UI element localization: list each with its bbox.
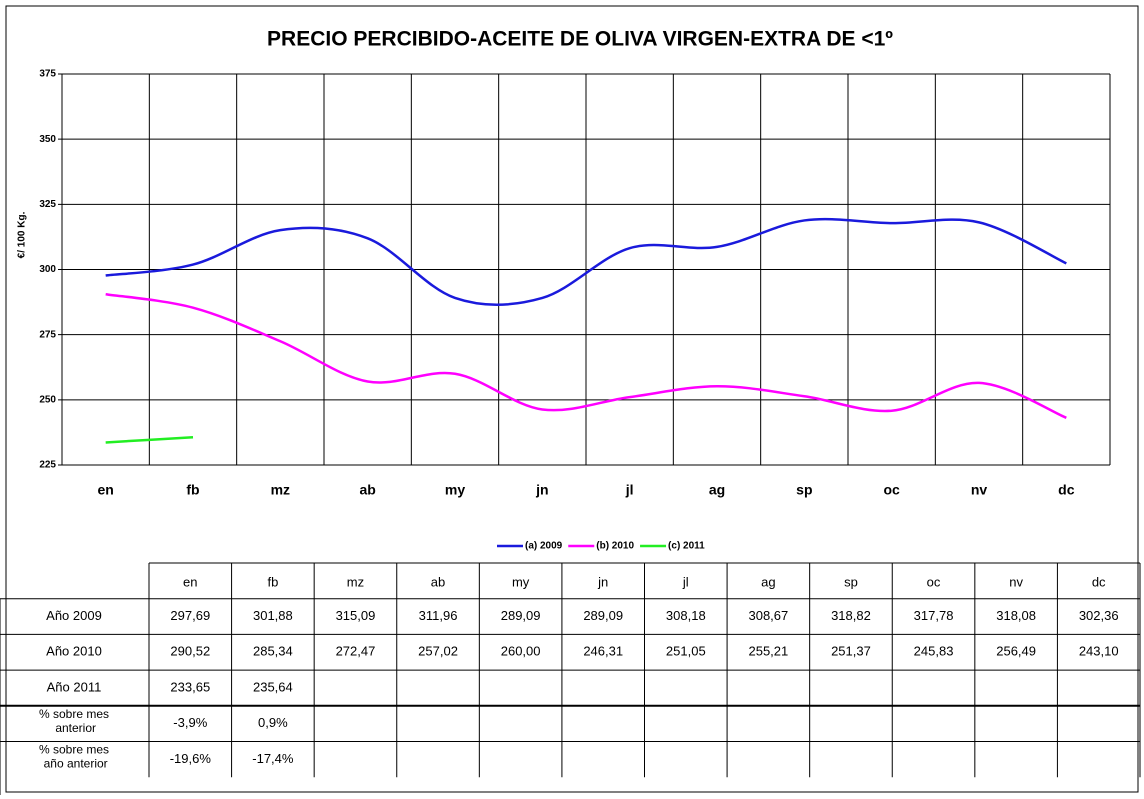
table-cell: -19,6% — [170, 751, 212, 766]
y-axis-label: €/ 100 Kg. — [17, 211, 28, 258]
table-cell: 297,69 — [170, 608, 210, 623]
table-cell: 318,08 — [996, 608, 1036, 623]
table-row-label: Año 2010 — [46, 644, 102, 659]
table-cell: 256,49 — [996, 644, 1036, 659]
table-cell: 285,34 — [253, 644, 293, 659]
table-header: my — [512, 574, 530, 589]
x-tick-label: jn — [535, 482, 548, 498]
table-header: sp — [844, 574, 858, 589]
legend-label: (b) 2010 — [596, 541, 634, 552]
y-tick-label: 250 — [39, 394, 56, 405]
table-row-label: Año 2011 — [47, 679, 102, 694]
series-line — [105, 217, 1067, 307]
table-cell: 290,52 — [170, 644, 210, 659]
table-cell: 272,47 — [336, 644, 376, 659]
table-cell: 302,36 — [1079, 608, 1119, 623]
y-tick-label: 300 — [39, 264, 56, 275]
table-cell: 245,83 — [914, 644, 954, 659]
table-header: mz — [347, 574, 364, 589]
table-cell: 308,18 — [666, 608, 706, 623]
chart-title: PRECIO PERCIBIDO-ACEITE DE OLIVA VIRGEN-… — [267, 28, 893, 51]
legend-label: (c) 2011 — [668, 541, 705, 552]
series-line — [105, 292, 1067, 419]
table-header: ag — [761, 574, 775, 589]
table-header: oc — [927, 574, 941, 589]
x-tick-label: nv — [971, 482, 988, 498]
y-tick-label: 325 — [39, 199, 56, 210]
table-cell: 318,82 — [831, 608, 871, 623]
x-tick-label: fb — [186, 482, 199, 498]
x-tick-label: jl — [625, 482, 634, 498]
y-tick-label: 275 — [39, 329, 56, 340]
table-header: fb — [267, 574, 278, 589]
table-cell: 0,9% — [258, 715, 288, 730]
table-header: en — [183, 574, 197, 589]
table-cell: 251,37 — [831, 644, 871, 659]
table-cell: 243,10 — [1079, 644, 1119, 659]
table-cell: 235,64 — [253, 679, 293, 694]
x-tick-label: en — [97, 482, 113, 498]
x-tick-label: mz — [271, 482, 290, 498]
table-cell: 260,00 — [501, 644, 541, 659]
y-tick-label: 350 — [39, 134, 56, 145]
table-row-label: Año 2009 — [46, 608, 102, 623]
table-cell: -3,9% — [173, 715, 207, 730]
table-header: dc — [1092, 574, 1106, 589]
table-cell: -17,4% — [252, 751, 294, 766]
table-cell: 233,65 — [170, 679, 210, 694]
table-cell: 251,05 — [666, 644, 706, 659]
table-cell: 255,21 — [748, 644, 788, 659]
table-header: jl — [682, 574, 689, 589]
table-cell: 301,88 — [253, 608, 293, 623]
y-tick-label: 375 — [39, 69, 56, 80]
x-tick-label: sp — [796, 482, 812, 498]
y-tick-label: 225 — [39, 460, 56, 471]
table-cell: 257,02 — [418, 644, 458, 659]
x-tick-label: ag — [709, 482, 725, 498]
table-header: jn — [597, 574, 608, 589]
table-cell: 289,09 — [501, 608, 541, 623]
table-cell: 246,31 — [583, 644, 623, 659]
table-cell: 311,96 — [419, 608, 458, 623]
table-cell: 315,09 — [336, 608, 376, 623]
x-tick-label: ab — [359, 482, 375, 498]
table-row-label: % sobre mes año anterior — [39, 743, 109, 771]
table-row-label: % sobre mes anterior — [39, 707, 109, 735]
table-header: nv — [1009, 574, 1023, 589]
frame — [5, 5, 1139, 793]
table-cell: 317,78 — [914, 608, 954, 623]
legend-label: (a) 2009 — [525, 541, 563, 552]
x-tick-label: my — [445, 482, 465, 498]
x-tick-label: oc — [883, 482, 900, 498]
table-cell: 308,67 — [748, 608, 788, 623]
table-cell: 289,09 — [583, 608, 623, 623]
series-line — [105, 436, 194, 444]
table-header: ab — [431, 574, 445, 589]
x-tick-label: dc — [1058, 482, 1075, 498]
